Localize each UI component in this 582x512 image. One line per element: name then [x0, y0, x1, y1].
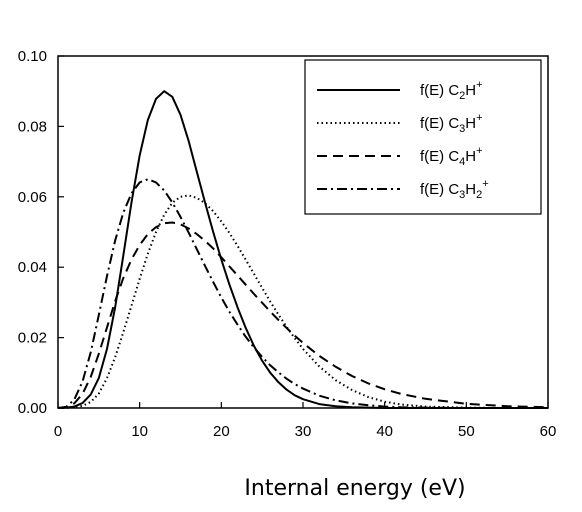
- y-tick-label: 0.06: [18, 189, 47, 206]
- x-tick-label: 20: [213, 423, 230, 440]
- y-tick-label: 0.02: [18, 330, 47, 347]
- x-tick-label: 0: [54, 423, 62, 440]
- legend-label-3: f(E) C4H+: [420, 145, 483, 168]
- x-tick-label: 30: [295, 423, 312, 440]
- legend-label-2: f(E) C3H+: [420, 112, 483, 135]
- y-tick-label: 0.08: [18, 118, 47, 135]
- y-tick-label: 0.00: [18, 400, 47, 417]
- y-tick-label: 0.04: [18, 259, 47, 276]
- x-tick-label: 60: [540, 423, 557, 440]
- y-tick-label: 0.10: [18, 48, 47, 65]
- x-tick-label: 50: [458, 423, 475, 440]
- x-tick-label: 40: [376, 423, 393, 440]
- series-line-3: [57, 221, 549, 409]
- legend-label-4: f(E) C3H2+: [420, 178, 489, 201]
- series-line-2: [58, 194, 548, 409]
- legend-label-1: f(E) C2H+: [420, 79, 483, 102]
- legend: f(E) C2H+ f(E) C3H+ f(E) C4H+ f(E) C3H2+: [304, 59, 542, 215]
- ticks-layer: 0 10 20 30 40 50 60 0.00 0.02 0.04 0.06 0.08 0.10: [18, 48, 557, 440]
- x-tick-label: 10: [131, 423, 148, 440]
- x-axis-title: Internal energy (eV): [244, 476, 465, 501]
